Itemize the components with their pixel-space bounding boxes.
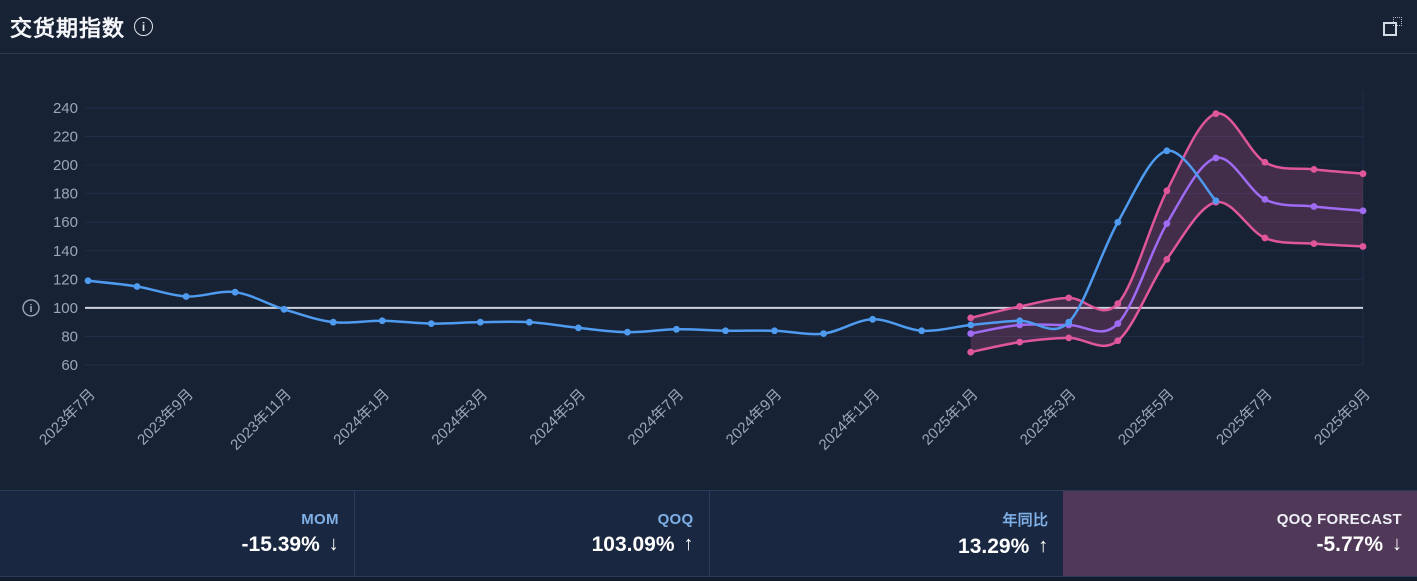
stat-card-qoq: QOQ 103.09% ↑ xyxy=(353,491,709,576)
svg-text:240: 240 xyxy=(53,100,78,117)
stats-bar: MOM -15.39% ↓ QOQ 103.09% ↑ 年同比 13.29% ↑… xyxy=(0,490,1417,577)
svg-text:120: 120 xyxy=(53,271,78,288)
resize-icon-dotted-square xyxy=(1393,17,1402,26)
page-title: 交货期指数 xyxy=(10,15,126,41)
arrow-up-icon: ↑ xyxy=(1038,535,1049,557)
stat-label-yoy: 年同比 xyxy=(1002,511,1049,529)
svg-text:2023年7月: 2023年7月 xyxy=(36,386,99,449)
svg-text:i: i xyxy=(29,303,32,315)
info-icon[interactable]: i xyxy=(134,17,154,36)
stat-value-yoy-number: 13.29% xyxy=(958,534,1030,558)
stat-value-qoq-forecast-number: -5.77% xyxy=(1316,532,1383,556)
svg-text:2025年5月: 2025年5月 xyxy=(1115,386,1178,449)
svg-text:220: 220 xyxy=(53,129,78,146)
svg-text:200: 200 xyxy=(53,157,78,174)
stat-value-qoq-number: 103.09% xyxy=(591,532,675,556)
svg-text:2025年7月: 2025年7月 xyxy=(1213,386,1276,449)
svg-text:80: 80 xyxy=(61,328,78,345)
svg-text:2023年9月: 2023年9月 xyxy=(134,386,197,449)
stat-card-qoq-forecast: QOQ FORECAST -5.77% ↓ xyxy=(1063,491,1417,576)
stat-label-qoq: QOQ xyxy=(657,510,694,528)
svg-text:2024年9月: 2024年9月 xyxy=(723,386,786,449)
svg-text:140: 140 xyxy=(53,243,78,260)
svg-text:2025年1月: 2025年1月 xyxy=(919,386,982,449)
svg-text:100: 100 xyxy=(53,300,78,317)
svg-text:2025年3月: 2025年3月 xyxy=(1017,386,1080,449)
arrow-down-icon: ↓ xyxy=(1392,533,1402,555)
chart-header: 交货期指数 i xyxy=(0,0,1417,54)
stat-value-mom: -15.39% ↓ xyxy=(242,533,339,557)
stat-value-mom-number: -15.39% xyxy=(241,532,320,556)
bottom-strip xyxy=(0,577,1417,581)
stat-value-yoy: 13.29% ↑ xyxy=(958,535,1048,559)
resize-icon[interactable] xyxy=(1382,16,1403,37)
svg-text:2023年11月: 2023年11月 xyxy=(227,386,295,454)
arrow-up-icon: ↑ xyxy=(683,533,694,555)
svg-text:60: 60 xyxy=(61,357,78,374)
stat-card-yoy: 年同比 13.29% ↑ xyxy=(708,491,1064,576)
svg-text:2024年11月: 2024年11月 xyxy=(816,386,884,454)
stat-label-mom: MOM xyxy=(301,510,339,528)
svg-text:2024年3月: 2024年3月 xyxy=(428,386,491,449)
chart-canvas[interactable]: 60 80 100 120 140 160 180 200 220 240 i 2023年7月 2023… xyxy=(0,55,1417,490)
stat-card-mom: MOM -15.39% ↓ xyxy=(0,491,354,576)
svg-text:2024年1月: 2024年1月 xyxy=(330,386,393,449)
svg-text:160: 160 xyxy=(53,214,78,231)
stat-value-qoq: 103.09% ↑ xyxy=(592,533,694,557)
svg-text:2024年5月: 2024年5月 xyxy=(526,386,589,449)
arrow-down-icon: ↓ xyxy=(328,533,339,555)
resize-icon-solid-square xyxy=(1383,22,1397,36)
svg-text:2025年9月: 2025年9月 xyxy=(1311,386,1374,449)
stat-value-qoq-forecast: -5.77% ↓ xyxy=(1316,533,1402,557)
delivery-index-chart[interactable]: 60 80 100 120 140 160 180 200 220 240 i 2023年7月 2023… xyxy=(0,55,1417,490)
svg-text:2024年7月: 2024年7月 xyxy=(625,386,688,449)
svg-text:180: 180 xyxy=(53,186,78,203)
stat-label-qoq-forecast: QOQ FORECAST xyxy=(1276,510,1402,528)
